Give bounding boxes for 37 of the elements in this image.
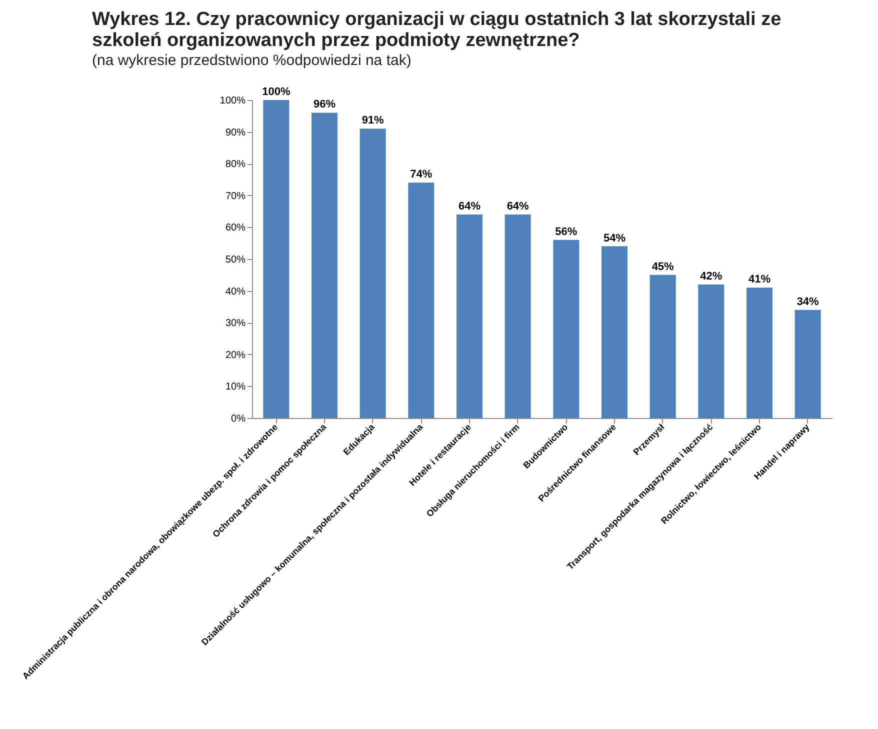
data-label: 64% (506, 200, 530, 212)
bar (650, 274, 676, 418)
y-tick-label: 90% (225, 127, 246, 138)
bar (504, 214, 531, 418)
bar (312, 112, 338, 418)
bar (698, 284, 724, 418)
data-label: 54% (603, 232, 626, 244)
data-label: 74% (410, 168, 432, 181)
y-tick-label: 0% (231, 414, 246, 424)
data-label: 64% (458, 200, 481, 212)
data-label: 41% (748, 274, 771, 286)
bar (456, 214, 482, 418)
y-tick-label: 50% (225, 254, 246, 266)
y-tick-label: 30% (225, 318, 246, 330)
data-label: 45% (652, 260, 674, 273)
bar (360, 128, 386, 418)
y-tick-label: 60% (225, 222, 246, 234)
bar (553, 240, 580, 418)
bar (602, 246, 628, 418)
data-label: 91% (362, 114, 384, 127)
data-label: 42% (700, 270, 722, 282)
y-tick-label: 80% (225, 159, 246, 170)
y-tick-label: 20% (225, 350, 246, 361)
bar (794, 310, 821, 418)
bar (408, 182, 434, 418)
y-tick-label: 10% (225, 382, 246, 393)
chart-title: Wykres 12. Czy pracownicy organizacji w ciągu ostatnich 3 lat skorzystali ze szkoleń organizowanych przez podmioty zewnętrzne? (92, 9, 782, 51)
y-tick-label: 40% (225, 286, 246, 298)
data-label: 100% (262, 86, 290, 98)
data-label: 96% (313, 98, 336, 111)
y-tick-label: 70% (225, 190, 246, 202)
y-tick-label: 100% (220, 96, 246, 106)
data-label: 34% (796, 296, 820, 308)
bar (746, 288, 772, 418)
bar (263, 100, 290, 418)
chart-subtitle: (na wykresie przedstwiono %odpowiedzi na tak) (92, 52, 412, 69)
data-label: 56% (555, 226, 578, 238)
